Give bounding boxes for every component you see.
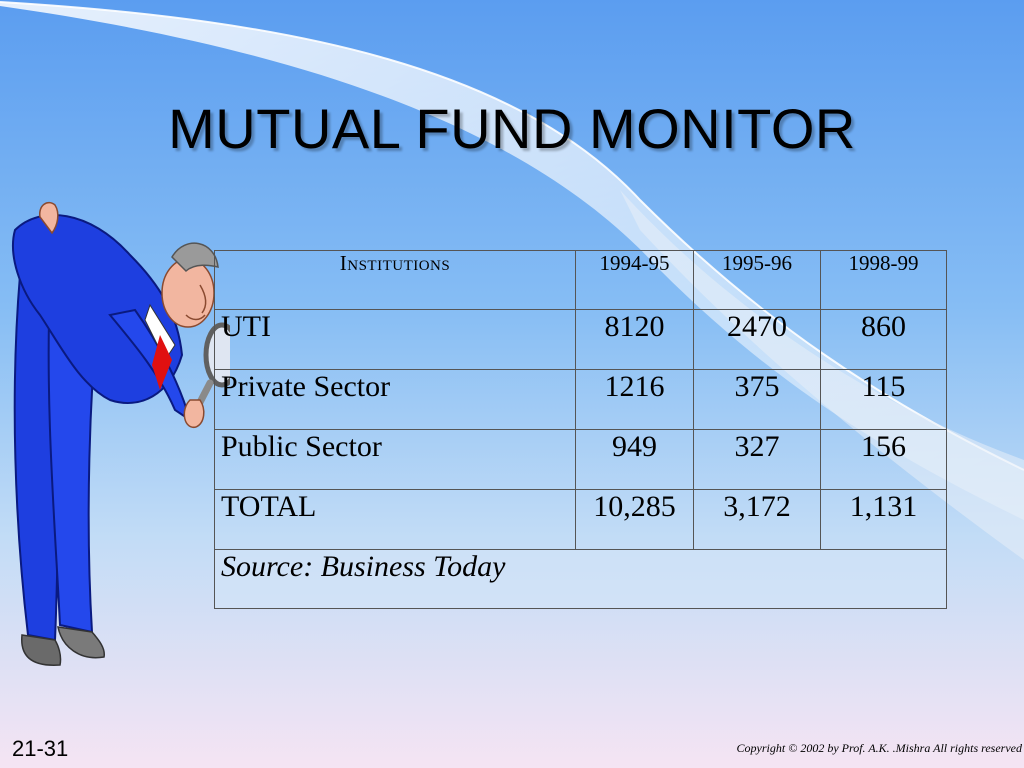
table-row: Public Sector 949 327 156 bbox=[214, 429, 947, 490]
mutual-fund-table: Institutions 1994-95 1995-96 1998-99 UTI… bbox=[214, 250, 947, 609]
row-label: Private Sector bbox=[214, 369, 576, 430]
man-with-magnifying-glass-icon bbox=[11, 201, 230, 666]
slide-title: MUTUAL FUND MONITOR bbox=[168, 97, 856, 160]
table-row: Private Sector 1216 375 115 bbox=[214, 369, 947, 430]
header-1994-95: 1994-95 bbox=[575, 250, 694, 310]
row-label: TOTAL bbox=[214, 489, 576, 550]
copyright-notice: Copyright © 2002 by Prof. A.K. .Mishra A… bbox=[736, 741, 1022, 755]
cell-value: 2470 bbox=[693, 309, 821, 370]
cell-value: 949 bbox=[575, 429, 694, 490]
header-1995-96: 1995-96 bbox=[693, 250, 821, 310]
cell-value: 3,172 bbox=[693, 489, 821, 550]
row-label: Public Sector bbox=[214, 429, 576, 490]
table-row-total: TOTAL 10,285 3,172 1,131 bbox=[214, 489, 947, 550]
cell-value: 115 bbox=[820, 369, 947, 430]
header-1998-99: 1998-99 bbox=[820, 250, 947, 310]
row-label: UTI bbox=[214, 309, 576, 370]
cell-value: 10,285 bbox=[575, 489, 694, 550]
cell-value: 8120 bbox=[575, 309, 694, 370]
cell-value: 860 bbox=[820, 309, 947, 370]
header-institutions: Institutions bbox=[214, 250, 576, 310]
table-row: UTI 8120 2470 860 bbox=[214, 309, 947, 370]
source-note: Source: Business Today bbox=[214, 549, 947, 609]
cell-value: 1,131 bbox=[820, 489, 947, 550]
cell-value: 327 bbox=[693, 429, 821, 490]
source-row: Source: Business Today bbox=[214, 549, 947, 609]
slide-number: 21-31 bbox=[12, 736, 69, 761]
cell-value: 156 bbox=[820, 429, 947, 490]
table-header-row: Institutions 1994-95 1995-96 1998-99 bbox=[214, 250, 947, 310]
cell-value: 1216 bbox=[575, 369, 694, 430]
cell-value: 375 bbox=[693, 369, 821, 430]
